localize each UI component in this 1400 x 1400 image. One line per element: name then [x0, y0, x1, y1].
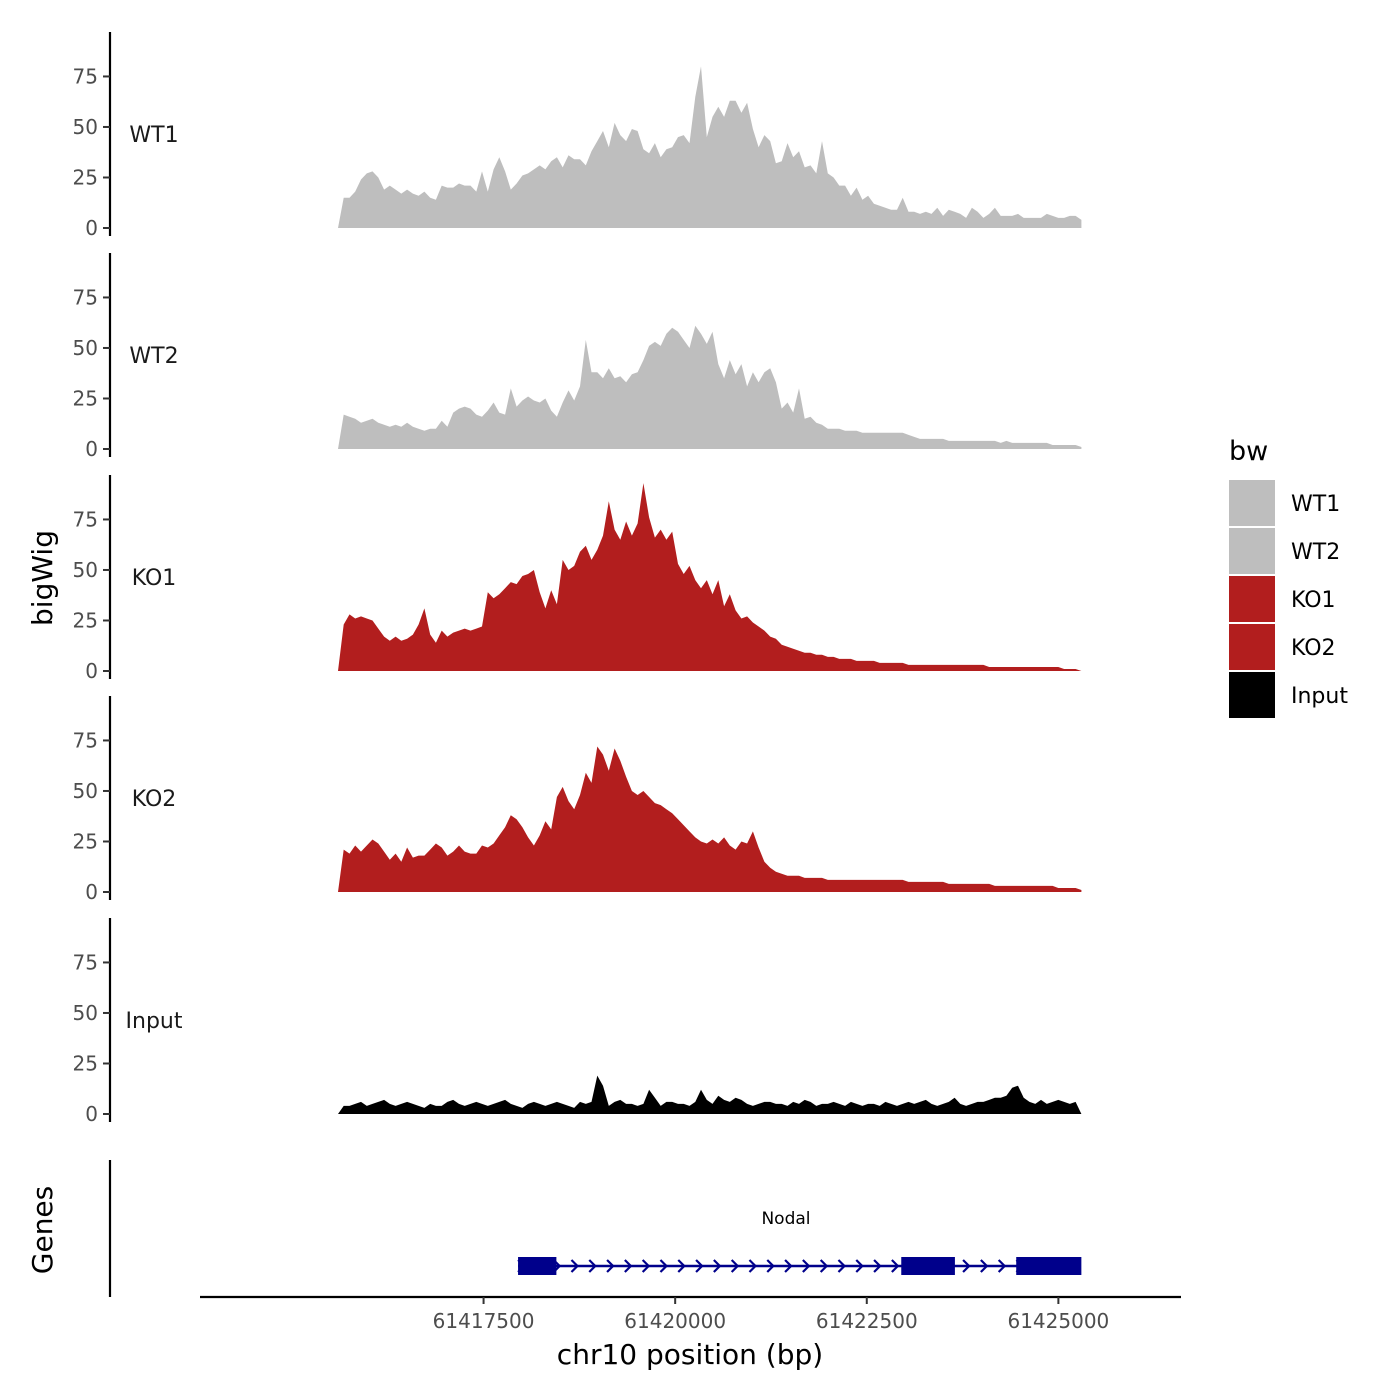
coverage-area-wt2 [338, 325, 1082, 449]
strand-arrow [730, 1259, 740, 1273]
y-tick-label: 25 [73, 1051, 98, 1075]
y-tick-label: 75 [73, 950, 98, 974]
y-tick-label: 75 [73, 64, 98, 88]
strand-arrow [588, 1259, 597, 1273]
coverage-area-ko1 [338, 483, 1082, 671]
coverage-area-ko2 [338, 746, 1082, 892]
y-tick-label: 50 [73, 336, 98, 360]
strand-arrow [891, 1259, 900, 1273]
y-tick-label: 0 [85, 880, 98, 904]
coverage-area-input [338, 1075, 1082, 1114]
gene-exon [1016, 1257, 1082, 1275]
y-tick-label: 75 [73, 285, 98, 309]
y-tick-label: 25 [73, 165, 98, 189]
track-panel-input: 0 25 50 75 Input [73, 918, 1082, 1126]
x-tick-label: 61417500 [433, 1309, 535, 1333]
y-tick-label: 75 [73, 728, 98, 752]
track-panel-wt1: 0 25 50 75 WT1 [73, 32, 1082, 240]
strand-arrow [641, 1259, 651, 1273]
gene-label: Nodal [761, 1209, 810, 1229]
track-label-ko2: KO2 [132, 787, 177, 812]
x-axis-title: chr10 position (bp) [557, 1338, 823, 1371]
legend-swatch [1229, 624, 1275, 670]
coverage-area-wt1 [338, 66, 1082, 229]
strand-arrow [962, 1259, 971, 1273]
x-tick-label: 61425000 [1007, 1309, 1109, 1333]
y-tick-label: 25 [73, 386, 98, 410]
y-tick-label: 0 [85, 216, 98, 240]
track-panel-ko1: 0 25 50 75 KO1 [73, 475, 1082, 683]
y-tick-label: 0 [85, 659, 98, 683]
legend-item-wt2: WT2 [1229, 528, 1340, 574]
legend-swatch [1229, 528, 1275, 574]
x-axis: 61417500 61420000 61422500 61425000 [200, 1295, 1181, 1333]
track-label-wt1: WT1 [129, 123, 178, 148]
strand-arrow [784, 1259, 793, 1273]
y-tick-label: 25 [73, 829, 98, 853]
y-tick-label: 50 [73, 779, 98, 803]
legend-swatch [1229, 576, 1275, 622]
strand-arrow [766, 1259, 775, 1273]
strand-arrow [695, 1259, 704, 1273]
strand-arrow [606, 1259, 615, 1273]
gene-track-title: Genes [26, 1186, 59, 1274]
legend-item-input: Input [1229, 672, 1348, 718]
y-axis-title: bigWig [26, 530, 59, 626]
y-tick-label: 50 [73, 115, 98, 139]
legend: WT1 WT2 KO1 KO2 Input [1229, 480, 1348, 718]
strand-arrow [980, 1259, 989, 1273]
legend-label: Input [1291, 684, 1348, 709]
strand-arrow [677, 1259, 686, 1273]
strand-arrow [855, 1259, 864, 1273]
strand-arrow [570, 1259, 580, 1273]
legend-label: WT2 [1291, 540, 1340, 565]
strand-arrow [802, 1259, 811, 1273]
gene-track [108, 1160, 1082, 1297]
strand-arrow [997, 1259, 1007, 1273]
track-label-input: Input [126, 1009, 183, 1034]
track-panel-wt2: 0 25 50 75 WT2 [73, 253, 1082, 461]
strand-arrow [819, 1259, 829, 1273]
y-tick-label: 75 [73, 507, 98, 531]
legend-label: KO2 [1291, 636, 1336, 661]
legend-swatch [1229, 480, 1275, 526]
y-tick-label: 50 [73, 558, 98, 582]
strand-arrow [748, 1259, 758, 1273]
track-panel-ko2: 0 25 50 75 KO2 [73, 696, 1082, 904]
gene-exon [901, 1257, 955, 1275]
legend-label: KO1 [1291, 588, 1336, 613]
track-label-wt2: WT2 [129, 344, 178, 369]
track-label-ko1: KO1 [132, 566, 177, 591]
strand-arrow [659, 1259, 669, 1273]
y-tick-label: 0 [85, 437, 98, 461]
x-tick-label: 61422500 [816, 1309, 918, 1333]
x-tick-label: 61420000 [624, 1309, 726, 1333]
legend-item-ko2: KO2 [1229, 624, 1336, 670]
y-tick-label: 0 [85, 1102, 98, 1126]
tracks-layer: 0 25 50 75 WT1 0 25 50 75 WT2 0 25 50 75 KO1 0 25 50 75 KO2… [73, 32, 1082, 1126]
gene-exon [518, 1257, 557, 1275]
legend-swatch [1229, 672, 1275, 718]
y-tick-label: 50 [73, 1001, 98, 1025]
strand-arrow [873, 1259, 882, 1273]
legend-label: WT1 [1291, 492, 1340, 517]
strand-arrow [713, 1259, 722, 1273]
legend-item-wt1: WT1 [1229, 480, 1340, 526]
legend-item-ko1: KO1 [1229, 576, 1336, 622]
strand-arrow [837, 1259, 847, 1273]
strand-arrow [624, 1259, 633, 1273]
legend-title: bw [1229, 436, 1268, 467]
y-tick-label: 25 [73, 608, 98, 632]
